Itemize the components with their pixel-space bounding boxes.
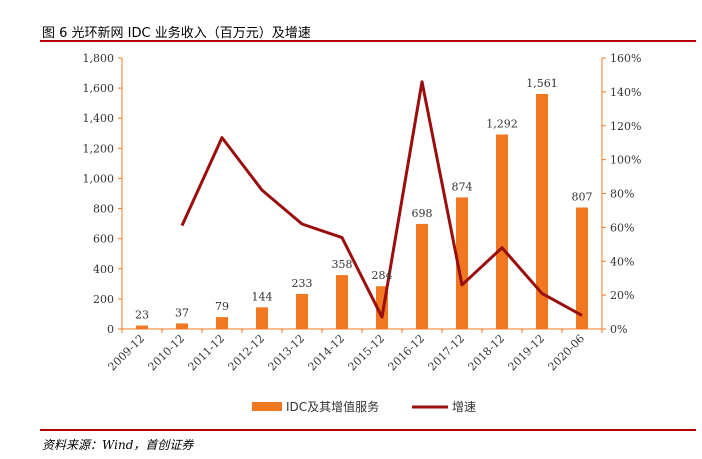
x-tick-label: 2013-12 — [266, 332, 308, 374]
x-tick-label: 2019-12 — [506, 332, 548, 374]
labels-group: 23 37 79 144 233 358 284 698 874 1,292 1,561 807 — [135, 77, 593, 322]
bars-group — [136, 93, 588, 329]
x-tick-label: 2018-12 — [466, 332, 508, 374]
legend-bar-label: IDC及其增值服务 — [286, 399, 379, 414]
bar-data-label: 807 — [572, 191, 593, 204]
bar — [216, 317, 228, 329]
x-tick-label: 2020-06 — [546, 332, 588, 374]
bar-data-label: 698 — [412, 207, 433, 220]
y-right-tick-label: 160% — [610, 52, 641, 65]
x-tick-label: 2015-12 — [346, 332, 388, 374]
x-tick-label: 2010-12 — [146, 332, 188, 374]
y-left-tick-label: 1,600 — [83, 82, 115, 95]
bar-data-label: 1,561 — [526, 77, 558, 90]
x-tick-label: 2014-12 — [306, 332, 348, 374]
x-tick-label: 2016-12 — [386, 332, 428, 374]
bar — [256, 307, 268, 329]
bar — [296, 293, 308, 329]
y-left-tick-label: 1,800 — [83, 52, 115, 65]
y-left-tick-label: 1,200 — [83, 142, 115, 155]
bar — [576, 207, 588, 329]
bar — [136, 325, 148, 329]
bar-data-label: 874 — [452, 180, 473, 193]
bar-data-label: 37 — [175, 306, 189, 319]
bar-data-label: 358 — [332, 258, 353, 271]
axes-group: 0 200 400 600 800 1,000 1,200 1,400 1,600 1,800 0%… — [83, 52, 642, 373]
y-left-tick-label: 1,000 — [83, 172, 115, 185]
y-left-tick-label: 800 — [93, 203, 114, 216]
y-right-tick-label: 140% — [610, 86, 641, 99]
legend: IDC及其增值服务 增速 — [252, 399, 476, 414]
bar-data-label: 144 — [252, 290, 273, 303]
bar — [336, 275, 348, 329]
bar-data-label: 233 — [292, 277, 313, 290]
bar-data-label: 23 — [135, 309, 149, 322]
bar — [456, 197, 468, 329]
source-divider — [40, 429, 696, 431]
y-left-tick-label: 600 — [93, 233, 114, 246]
x-tick-label: 2009-12 — [106, 332, 148, 374]
x-tick-label: 2017-12 — [426, 332, 468, 374]
y-left-tick-label: 200 — [93, 293, 114, 306]
y-right-tick-label: 80% — [610, 188, 634, 201]
title-divider — [40, 40, 696, 42]
bar-data-label: 1,292 — [486, 117, 518, 130]
bar — [176, 323, 188, 329]
y-right-tick-label: 60% — [610, 221, 634, 234]
y-right-tick-label: 100% — [610, 154, 641, 167]
figure-title: 图 6 光环新网 IDC 业务收入（百万元）及增速 — [42, 26, 311, 41]
y-left-tick-label: 1,400 — [83, 112, 115, 125]
line-group — [180, 80, 583, 319]
bar — [496, 134, 508, 329]
bar — [536, 93, 548, 329]
x-tick-label: 2012-12 — [226, 332, 268, 374]
y-left-tick-label: 400 — [93, 263, 114, 276]
y-left-tick-label: 0 — [107, 323, 114, 336]
bar-data-label: 79 — [215, 300, 229, 313]
bar-data-label: 284 — [372, 269, 393, 282]
y-right-tick-label: 120% — [610, 120, 641, 133]
source-note: 资料来源：Wind，首创证券 — [42, 438, 194, 452]
y-right-tick-label: 20% — [610, 289, 634, 302]
growth-line — [180, 80, 583, 319]
legend-line-label: 增速 — [452, 400, 476, 414]
y-right-tick-label: 0% — [610, 323, 627, 336]
x-tick-label: 2011-12 — [186, 332, 228, 374]
bar — [416, 223, 428, 329]
y-right-tick-label: 40% — [610, 255, 634, 268]
legend-bar-swatch — [252, 402, 282, 411]
